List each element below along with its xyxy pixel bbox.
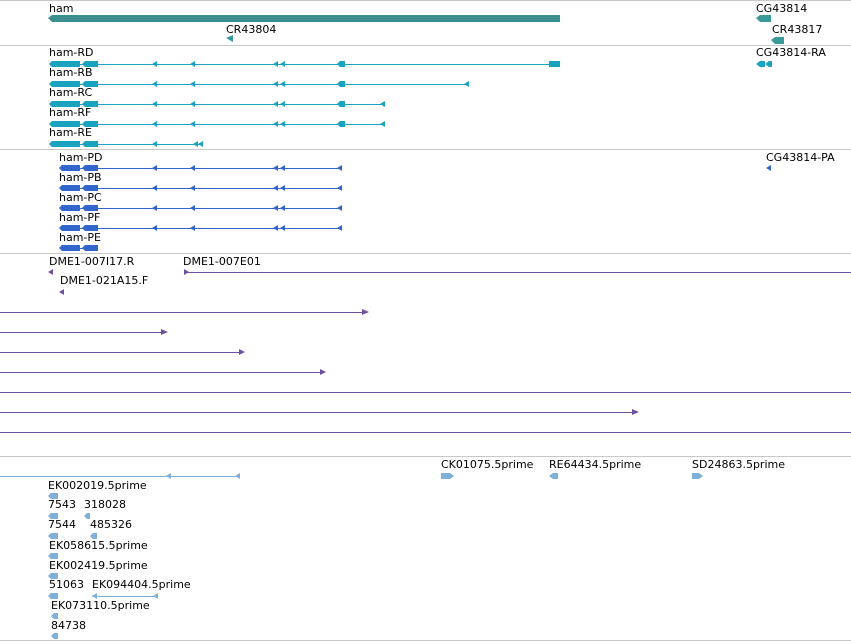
gene-cg43814-feature[interactable]	[756, 15, 771, 22]
gene-ham-feature[interactable]	[48, 15, 560, 22]
est-84738-label[interactable]: 84738	[51, 619, 86, 632]
gene-cr43817-label[interactable]: CR43817	[772, 23, 823, 36]
est-7544-feature[interactable]	[48, 533, 58, 539]
est-re64434-label[interactable]: RE64434.5prime	[549, 458, 642, 471]
est-ek094404-label[interactable]: EK094404.5prime	[92, 578, 191, 591]
est-ek058615-feature[interactable]	[48, 553, 58, 559]
est-7544-label[interactable]: 7544	[48, 518, 76, 531]
clone-read-6[interactable]	[0, 409, 639, 415]
protein-ham-pd-feature[interactable]	[59, 165, 342, 171]
est-long-feature[interactable]	[0, 473, 240, 479]
gene-cr43804-feature[interactable]	[226, 35, 233, 42]
est-ek002419-feature[interactable]	[48, 573, 58, 579]
est-ek094404-feature[interactable]	[92, 593, 158, 599]
transcript-cg43814-ra-feature[interactable]	[756, 61, 772, 67]
clone-dme1-007e01-label[interactable]: DME1-007E01	[183, 255, 261, 268]
transcript-ham-rc-label[interactable]: ham-RC	[49, 86, 93, 99]
est-re64434-feature[interactable]	[549, 473, 558, 479]
est-ck01075-feature[interactable]	[441, 473, 454, 479]
gene-cr43804-label[interactable]: CR43804	[226, 23, 277, 36]
est-51063-feature[interactable]	[48, 593, 58, 599]
est-sd24863-label[interactable]: SD24863.5prime	[692, 458, 785, 471]
transcript-ham-re-label[interactable]: ham-RE	[49, 126, 92, 139]
est-ek058615-label[interactable]: EK058615.5prime	[49, 539, 148, 552]
gene-cg43814-label[interactable]: CG43814	[756, 2, 808, 15]
est-7543-label[interactable]: 7543	[48, 498, 76, 511]
est-ek002019-label[interactable]: EK002019.5prime	[48, 479, 147, 492]
est-318028-label[interactable]: 318028	[84, 498, 126, 511]
est-ek073110-label[interactable]: EK073110.5prime	[51, 599, 150, 612]
transcript-ham-rb-label[interactable]: ham-RB	[49, 66, 93, 79]
protein-ham-pc-feature[interactable]	[59, 205, 342, 211]
protein-cg43814-pa-feature[interactable]	[766, 165, 771, 171]
clone-read-3[interactable]	[0, 349, 245, 355]
gene-cr43817-feature[interactable]	[771, 37, 784, 44]
est-485326-feature[interactable]	[90, 533, 97, 539]
est-sd24863-feature[interactable]	[692, 473, 703, 479]
clone-dme1-021a15-feature[interactable]	[59, 289, 64, 295]
protein-ham-pf-feature[interactable]	[59, 225, 342, 231]
protein-ham-pd-label[interactable]: ham-PD	[59, 151, 103, 164]
protein-cg43814-pa-label[interactable]: CG43814-PA	[766, 151, 835, 164]
clone-dme1-021a15-label[interactable]: DME1-021A15.F	[60, 274, 149, 287]
transcript-ham-re-feature[interactable]	[49, 141, 203, 147]
clone-dme1-007i17-label[interactable]: DME1-007I17.R	[49, 255, 135, 268]
clone-dme1-007e01-feature[interactable]	[184, 269, 851, 275]
transcript-ham-rd-feature[interactable]	[49, 61, 560, 67]
transcript-ham-rb-feature[interactable]	[49, 81, 469, 87]
transcript-ham-rc-feature[interactable]	[49, 101, 385, 107]
est-ck01075-label[interactable]: CK01075.5prime	[441, 458, 534, 471]
est-7543-feature[interactable]	[48, 513, 58, 519]
est-ek073110-feature[interactable]	[51, 613, 58, 619]
est-ek002019-feature[interactable]	[48, 493, 58, 499]
gene-ham-label[interactable]: ham	[49, 2, 74, 15]
clone-dme1-007i17-feature[interactable]	[48, 269, 53, 275]
protein-ham-pe-label[interactable]: ham-PE	[59, 231, 101, 244]
clone-read-4[interactable]	[0, 369, 326, 375]
transcript-ham-rf-label[interactable]: ham-RF	[49, 106, 92, 119]
transcript-cg43814-ra-label[interactable]: CG43814-RA	[756, 46, 826, 59]
protein-ham-pe-feature[interactable]	[59, 245, 98, 251]
est-51063-label[interactable]: 51063	[49, 578, 84, 591]
clone-read-1[interactable]	[0, 309, 369, 315]
gene-track	[48, 15, 784, 44]
est-track	[0, 473, 703, 639]
clone-track	[0, 269, 851, 433]
transcript-ham-rf-feature[interactable]	[49, 121, 385, 127]
est-84738-feature[interactable]	[51, 633, 58, 639]
protein-ham-pf-label[interactable]: ham-PF	[59, 211, 101, 224]
transcript-ham-rd-label[interactable]: ham-RD	[49, 46, 94, 59]
est-318028-feature[interactable]	[84, 513, 90, 519]
protein-ham-pc-label[interactable]: ham-PC	[59, 191, 102, 204]
protein-ham-pb-label[interactable]: ham-PB	[59, 171, 102, 184]
protein-track	[59, 165, 771, 251]
protein-ham-pb-feature[interactable]	[59, 185, 342, 191]
est-ek002419-label[interactable]: EK002419.5prime	[49, 559, 148, 572]
est-485326-label[interactable]: 485326	[90, 518, 132, 531]
transcript-track	[49, 61, 772, 147]
clone-read-2[interactable]	[0, 329, 168, 335]
